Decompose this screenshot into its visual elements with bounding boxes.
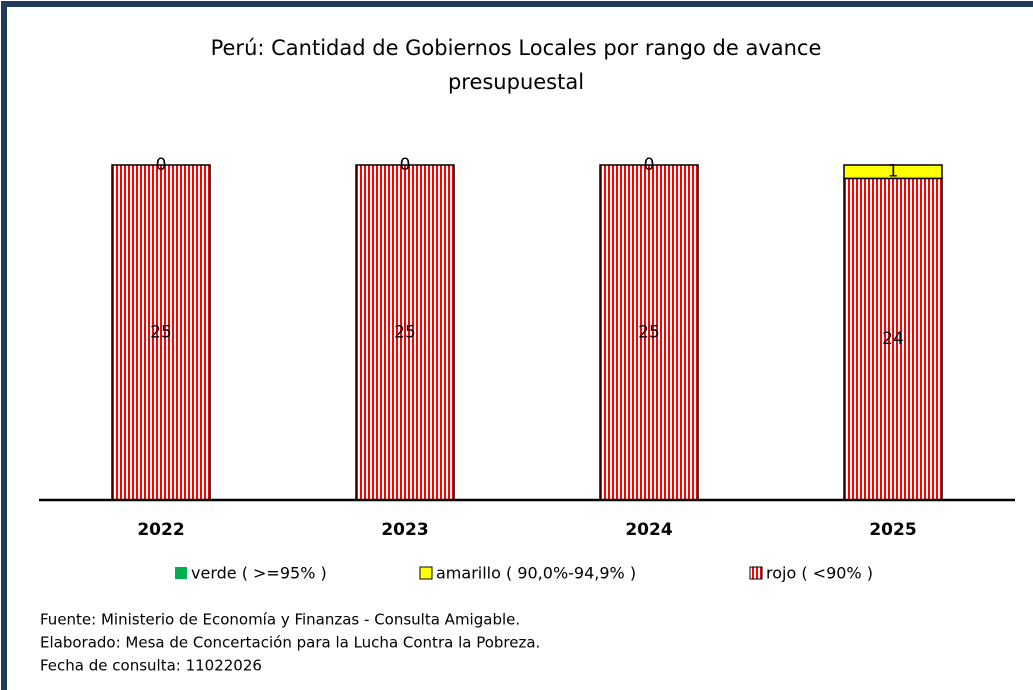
legend-label: amarillo ( 90,0%-94,9% ) <box>436 564 636 583</box>
bar-segment <box>111 164 211 501</box>
value-label: 0 <box>644 155 655 175</box>
chart-title: presupuestal <box>448 70 584 94</box>
value-label: 25 <box>150 323 172 343</box>
legend-swatch <box>749 566 763 580</box>
x-tick-label: 2023 <box>381 520 428 540</box>
bar-segment <box>843 164 943 180</box>
bar-segment <box>355 164 455 501</box>
x-tick-label: 2024 <box>625 520 672 540</box>
value-label: 25 <box>394 323 416 343</box>
value-label: 25 <box>638 323 660 343</box>
value-label: 0 <box>400 155 411 175</box>
legend-swatch <box>419 566 433 580</box>
value-label: 24 <box>882 329 904 349</box>
value-label: 0 <box>156 155 167 175</box>
chart-title: Perú: Cantidad de Gobiernos Locales por … <box>211 36 822 60</box>
legend-swatch <box>175 567 187 579</box>
value-label: 1 <box>888 162 899 182</box>
legend-label: rojo ( <90% ) <box>766 564 873 583</box>
note: Elaborado: Mesa de Concertación para la … <box>40 634 540 652</box>
x-tick-label: 2022 <box>137 520 184 540</box>
x-tick-label: 2025 <box>869 520 916 540</box>
legend-label: verde ( >=95% ) <box>191 564 327 583</box>
note: Fuente: Ministerio de Economía y Finanza… <box>40 611 520 629</box>
note: Fecha de consulta: 11022026 <box>40 657 262 675</box>
